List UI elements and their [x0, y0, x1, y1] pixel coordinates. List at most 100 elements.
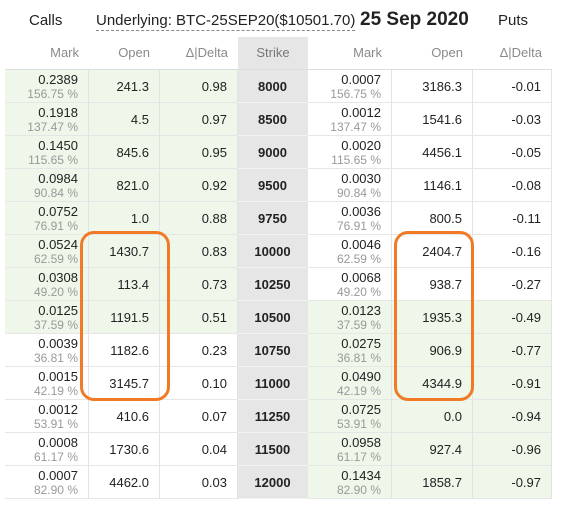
put-open-cell[interactable]: 938.7 — [392, 268, 473, 301]
strike-cell[interactable]: 9500 — [238, 169, 308, 202]
col-header-call-open[interactable]: Open — [118, 45, 150, 60]
col-header-call-delta[interactable]: Δ|Delta — [185, 45, 228, 60]
put-mark-cell[interactable]: 0.0123 37.59 % — [308, 301, 392, 334]
call-open-cell[interactable]: 1.0 — [89, 202, 160, 235]
strike-cell[interactable]: 10000 — [238, 235, 308, 268]
put-mark-cell[interactable]: 0.0036 76.91 % — [308, 202, 392, 235]
strike-cell[interactable]: 10250 — [238, 268, 308, 301]
put-delta-cell[interactable]: -0.01 — [473, 70, 552, 103]
table-row[interactable]: 0.0308 49.20 % 113.4 0.73 10250 0.0068 49.20 %… — [5, 268, 552, 301]
call-open-cell[interactable]: 821.0 — [89, 169, 160, 202]
table-row[interactable]: 0.0039 36.81 % 1182.6 0.23 10750 0.0275 36.81 … — [5, 334, 552, 367]
col-header-put-open[interactable]: Open — [431, 45, 463, 60]
table-row[interactable]: 0.0524 62.59 % 1430.7 0.83 10000 0.0046 62.59 … — [5, 235, 552, 268]
call-delta-cell[interactable]: 0.10 — [160, 367, 238, 400]
table-row[interactable]: 0.0984 90.84 % 821.0 0.92 9500 0.0030 90.84 % 1… — [5, 169, 552, 202]
col-header-put-mark[interactable]: Mark — [353, 45, 382, 60]
call-delta-cell[interactable]: 0.04 — [160, 433, 238, 466]
put-mark-cell[interactable]: 0.0490 42.19 % — [308, 367, 392, 400]
call-delta-cell[interactable]: 0.92 — [160, 169, 238, 202]
put-open-cell[interactable]: 3186.3 — [392, 70, 473, 103]
put-delta-cell[interactable]: -0.96 — [473, 433, 552, 466]
put-mark-cell[interactable]: 0.0020 115.65 % — [308, 136, 392, 169]
call-open-cell[interactable]: 1182.6 — [89, 334, 160, 367]
strike-cell[interactable]: 9750 — [238, 202, 308, 235]
put-delta-cell[interactable]: -0.97 — [473, 466, 552, 499]
col-header-call-mark[interactable]: Mark — [50, 45, 79, 60]
put-delta-cell[interactable]: -0.11 — [473, 202, 552, 235]
put-mark-cell[interactable]: 0.0725 53.91 % — [308, 400, 392, 433]
put-delta-cell[interactable]: -0.49 — [473, 301, 552, 334]
put-mark-cell[interactable]: 0.0068 49.20 % — [308, 268, 392, 301]
call-open-cell[interactable]: 4.5 — [89, 103, 160, 136]
call-open-cell[interactable]: 1730.6 — [89, 433, 160, 466]
call-delta-cell[interactable]: 0.83 — [160, 235, 238, 268]
put-mark-cell[interactable]: 0.0030 90.84 % — [308, 169, 392, 202]
table-row[interactable]: 0.0008 61.17 % 1730.6 0.04 11500 0.0958 61.17 … — [5, 433, 552, 466]
put-mark-cell[interactable]: 0.0007 156.75 % — [308, 70, 392, 103]
put-open-cell[interactable]: 1541.6 — [392, 103, 473, 136]
call-mark-cell[interactable]: 0.1450 115.65 % — [5, 136, 89, 169]
table-row[interactable]: 0.0012 53.91 % 410.6 0.07 11250 0.0725 53.91 %… — [5, 400, 552, 433]
table-row[interactable]: 0.2389 156.75 % 241.3 0.98 8000 0.0007 156.75 … — [5, 70, 552, 103]
table-row[interactable]: 0.0125 37.59 % 1191.5 0.51 10500 0.0123 37.59 … — [5, 301, 552, 334]
call-delta-cell[interactable]: 0.23 — [160, 334, 238, 367]
call-open-cell[interactable]: 3145.7 — [89, 367, 160, 400]
table-row[interactable]: 0.0007 82.90 % 4462.0 0.03 12000 0.1434 82.90 … — [5, 466, 552, 499]
call-delta-cell[interactable]: 0.97 — [160, 103, 238, 136]
put-mark-cell[interactable]: 0.0275 36.81 % — [308, 334, 392, 367]
underlying-link[interactable]: Underlying: BTC-25SEP20($10501.70) — [96, 12, 356, 31]
put-mark-cell[interactable]: 0.1434 82.90 % — [308, 466, 392, 499]
col-header-strike[interactable]: Strike — [238, 37, 308, 69]
table-row[interactable]: 0.1450 115.65 % 845.6 0.95 9000 0.0020 115.65 … — [5, 136, 552, 169]
put-delta-cell[interactable]: -0.77 — [473, 334, 552, 367]
call-open-cell[interactable]: 1430.7 — [89, 235, 160, 268]
call-mark-cell[interactable]: 0.0015 42.19 % — [5, 367, 89, 400]
call-open-cell[interactable]: 113.4 — [89, 268, 160, 301]
col-header-put-delta[interactable]: Δ|Delta — [499, 45, 542, 60]
table-row[interactable]: 0.1918 137.47 % 4.5 0.97 8500 0.0012 137.47 % 1… — [5, 103, 552, 136]
call-mark-cell[interactable]: 0.0125 37.59 % — [5, 301, 89, 334]
call-mark-cell[interactable]: 0.1918 137.47 % — [5, 103, 89, 136]
call-open-cell[interactable]: 241.3 — [89, 70, 160, 103]
call-delta-cell[interactable]: 0.98 — [160, 70, 238, 103]
strike-cell[interactable]: 11500 — [238, 433, 308, 466]
strike-cell[interactable]: 11000 — [238, 367, 308, 400]
strike-cell[interactable]: 10750 — [238, 334, 308, 367]
strike-cell[interactable]: 10500 — [238, 301, 308, 334]
put-mark-cell[interactable]: 0.0012 137.47 % — [308, 103, 392, 136]
call-delta-cell[interactable]: 0.88 — [160, 202, 238, 235]
call-open-cell[interactable]: 4462.0 — [89, 466, 160, 499]
put-mark-cell[interactable]: 0.0046 62.59 % — [308, 235, 392, 268]
strike-cell[interactable]: 8500 — [238, 103, 308, 136]
call-open-cell[interactable]: 410.6 — [89, 400, 160, 433]
call-mark-cell[interactable]: 0.0308 49.20 % — [5, 268, 89, 301]
strike-cell[interactable]: 8000 — [238, 70, 308, 103]
call-delta-cell[interactable]: 0.73 — [160, 268, 238, 301]
call-delta-cell[interactable]: 0.51 — [160, 301, 238, 334]
call-delta-cell[interactable]: 0.95 — [160, 136, 238, 169]
put-open-cell[interactable]: 1935.3 — [392, 301, 473, 334]
call-delta-cell[interactable]: 0.07 — [160, 400, 238, 433]
put-open-cell[interactable]: 2404.7 — [392, 235, 473, 268]
call-mark-cell[interactable]: 0.0984 90.84 % — [5, 169, 89, 202]
table-row[interactable]: 0.0752 76.91 % 1.0 0.88 9750 0.0036 76.91 % 800… — [5, 202, 552, 235]
call-mark-cell[interactable]: 0.0524 62.59 % — [5, 235, 89, 268]
put-delta-cell[interactable]: -0.05 — [473, 136, 552, 169]
put-open-cell[interactable]: 927.4 — [392, 433, 473, 466]
strike-cell[interactable]: 11250 — [238, 400, 308, 433]
call-mark-cell[interactable]: 0.0039 36.81 % — [5, 334, 89, 367]
put-mark-cell[interactable]: 0.0958 61.17 % — [308, 433, 392, 466]
call-mark-cell[interactable]: 0.0007 82.90 % — [5, 466, 89, 499]
call-open-cell[interactable]: 1191.5 — [89, 301, 160, 334]
put-delta-cell[interactable]: -0.16 — [473, 235, 552, 268]
table-row[interactable]: 0.0015 42.19 % 3145.7 0.10 11000 0.0490 42.19 … — [5, 367, 552, 400]
call-mark-cell[interactable]: 0.0752 76.91 % — [5, 202, 89, 235]
call-mark-cell[interactable]: 0.0008 61.17 % — [5, 433, 89, 466]
put-open-cell[interactable]: 1858.7 — [392, 466, 473, 499]
put-open-cell[interactable]: 1146.1 — [392, 169, 473, 202]
put-delta-cell[interactable]: -0.03 — [473, 103, 552, 136]
call-delta-cell[interactable]: 0.03 — [160, 466, 238, 499]
call-open-cell[interactable]: 845.6 — [89, 136, 160, 169]
put-delta-cell[interactable]: -0.91 — [473, 367, 552, 400]
